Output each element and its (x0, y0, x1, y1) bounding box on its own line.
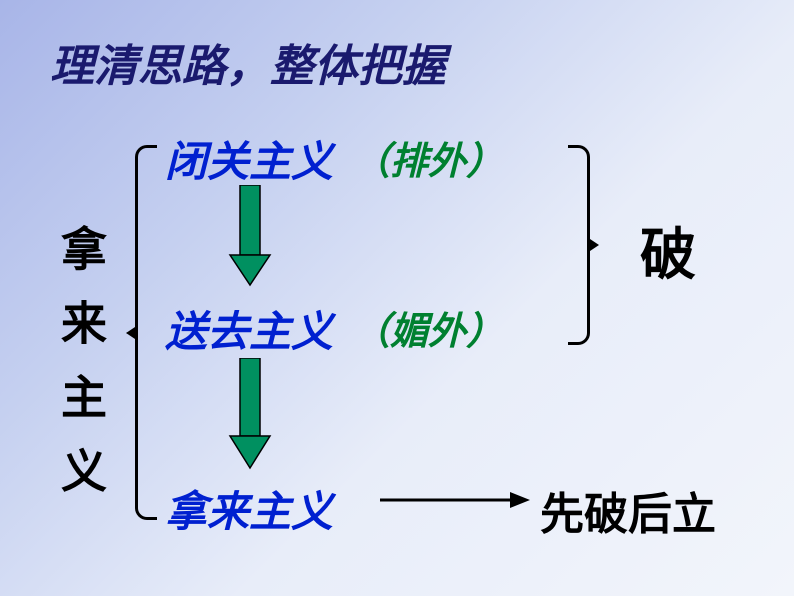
arrow-right (380, 485, 540, 515)
right-label-xianpohouli: 先破后立 (540, 478, 716, 542)
arrow-down-1 (225, 185, 275, 295)
concept-1-text: 闭关主义 (165, 128, 333, 189)
diagram-title: 理清思路，整体把握 (50, 30, 446, 94)
concept-2-annotation: （媚外） (352, 300, 504, 355)
concept-1-annotation: （排外） (352, 130, 504, 185)
concept-2-text: 送去主义 (165, 298, 333, 359)
right-brace (568, 145, 590, 345)
left-brace (135, 145, 157, 520)
right-label-po: 破 (640, 210, 696, 291)
arrow-down-2 (225, 358, 275, 478)
concept-3-text: 拿来主义 (165, 478, 333, 539)
left-vertical-label: 拿来主义 (48, 225, 114, 521)
